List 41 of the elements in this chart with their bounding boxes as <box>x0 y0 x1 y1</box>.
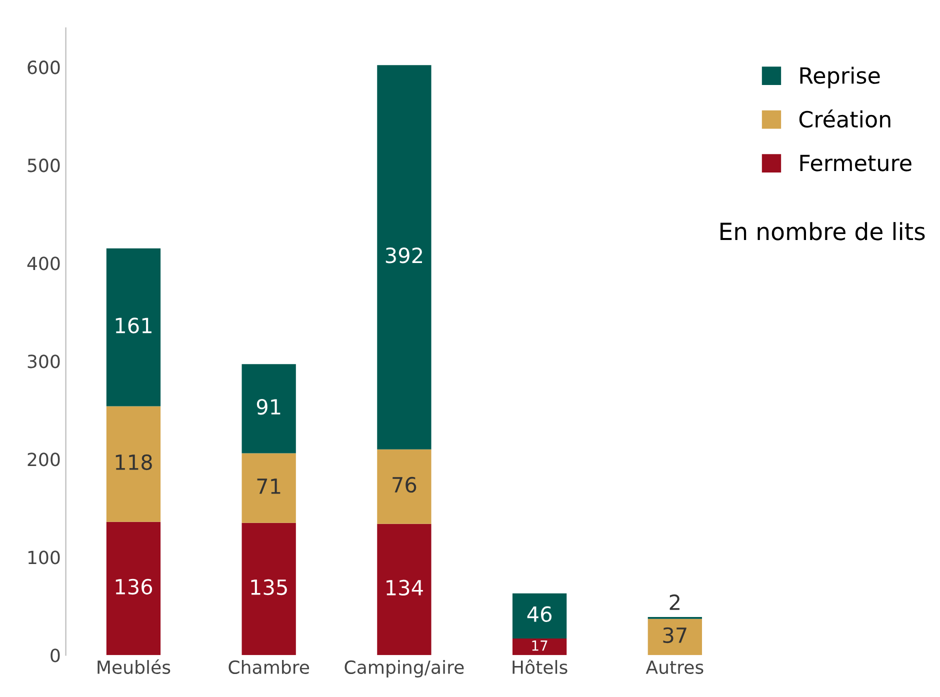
bar <box>648 618 702 656</box>
data-label: 37 <box>663 627 686 644</box>
bar <box>106 522 161 656</box>
annotation: En nombre de lits <box>720 222 925 240</box>
bar <box>106 406 161 522</box>
data-label: 2 <box>670 594 680 610</box>
data-label: 134 <box>386 580 423 596</box>
x-tick-label: Camping/aire <box>344 660 464 678</box>
y-tick-label: 500 <box>28 158 60 172</box>
legend-label: Reprise <box>800 66 880 88</box>
data-label: 118 <box>116 454 152 470</box>
bar <box>377 449 432 524</box>
legend-label: Fermeture <box>800 154 912 172</box>
bar <box>242 522 296 656</box>
bar <box>512 593 567 639</box>
bar <box>242 453 296 523</box>
data-label: 161 <box>116 318 152 334</box>
bar <box>377 65 432 450</box>
y-tick-label: 300 <box>28 354 60 368</box>
data-label: 136 <box>116 578 152 595</box>
data-label: 17 <box>532 640 548 651</box>
bar <box>377 524 432 656</box>
x-tick-label: Meublés <box>98 659 170 674</box>
bar <box>106 248 161 406</box>
bar <box>242 364 296 454</box>
y-tick-label: 200 <box>28 452 60 466</box>
y-tick-label: 100 <box>28 550 60 564</box>
data-label: 46 <box>527 606 552 622</box>
x-tick-label: Hôtels <box>512 659 568 674</box>
legend-label: Création <box>799 110 890 128</box>
y-tick-label: 0 <box>50 648 60 662</box>
x-tick-label: Chambre <box>228 660 310 674</box>
x-tick-label: Autres <box>646 660 704 674</box>
data-label: 392 <box>386 248 422 264</box>
data-label: 71 <box>257 478 280 494</box>
data-label: 76 <box>392 476 416 493</box>
y-tick-label: 400 <box>27 256 60 270</box>
data-label: 135 <box>251 579 287 596</box>
bar <box>512 638 567 656</box>
data-label: 91 <box>256 398 280 415</box>
y-tick-label: 600 <box>28 60 60 74</box>
